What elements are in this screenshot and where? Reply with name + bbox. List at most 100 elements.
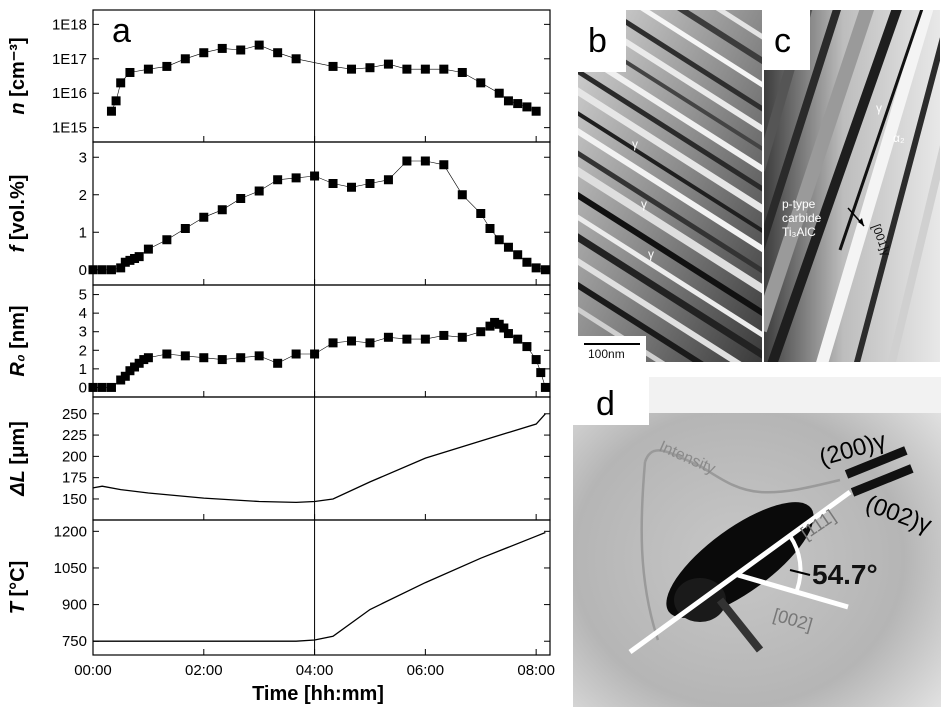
data-point (217, 43, 227, 53)
panel-c-letter: c (774, 22, 791, 60)
y-axis-label-3: ΔL [μm] (7, 421, 29, 497)
data-point (139, 355, 149, 365)
data-point (310, 349, 320, 359)
data-point (503, 242, 513, 252)
data-point (540, 382, 550, 392)
data-point (402, 156, 412, 166)
data-point (97, 265, 107, 275)
panel-b-gamma-3: γ (648, 247, 654, 261)
panel-d-letter: d (596, 385, 615, 423)
y-tick-label: 200 (62, 448, 87, 465)
data-point (134, 252, 144, 262)
data-point (291, 54, 301, 64)
data-point (180, 224, 190, 233)
data-point (106, 265, 116, 275)
data-point (365, 63, 375, 73)
subplot-frame-0 (92, 9, 551, 143)
panel-c-gamma: γ (876, 101, 882, 115)
data-point (310, 171, 320, 181)
panel-b-stripes (578, 10, 762, 362)
data-point (106, 382, 116, 392)
data-point (499, 323, 509, 333)
panel-c-stripes (764, 10, 940, 362)
panel-b-letter: b (588, 22, 607, 60)
x-axis-label: Time [hh:mm] (252, 683, 384, 705)
data-point (365, 179, 375, 188)
data-point (485, 224, 495, 233)
y-tick-label: 900 (62, 597, 87, 614)
data-point (531, 263, 541, 273)
data-point (420, 156, 430, 166)
data-point (130, 362, 140, 372)
panel-c-carbide-2: carbide (782, 211, 822, 225)
data-point (494, 88, 504, 98)
data-point (291, 173, 301, 183)
data-point (347, 336, 357, 346)
data-point (162, 235, 172, 245)
panel-d-image: d Intensity (200)γ (002)γ [111] [002] 54… (573, 377, 941, 707)
data-point (273, 358, 283, 368)
data-point (420, 334, 430, 344)
data-point (143, 353, 153, 363)
y-axis-label-4: T [°C] (7, 561, 29, 615)
data-point (540, 265, 550, 275)
data-point (457, 190, 467, 200)
data-point (120, 371, 130, 381)
y-tick-label: 175 (62, 470, 87, 487)
data-point (254, 186, 264, 196)
scale-bar-label: 100nm (588, 347, 625, 361)
series-line (92, 413, 546, 504)
data-point (291, 349, 301, 359)
data-point (420, 64, 430, 74)
subplot-frame-4 (92, 519, 551, 656)
data-point (162, 349, 172, 359)
data-point (531, 355, 541, 365)
data-point (217, 205, 227, 215)
data-point (180, 351, 190, 361)
panel-b-gamma-1: γ (632, 137, 638, 151)
x-tick-label: 00:00 (74, 662, 112, 679)
angle-label: 54.7° (812, 559, 878, 590)
y-tick-label: 3 (79, 149, 87, 166)
data-point (383, 332, 393, 342)
data-point (162, 61, 172, 71)
data-point (536, 368, 546, 378)
y-tick-label: 1E17 (52, 51, 87, 68)
y-tick-label: 0 (79, 262, 87, 279)
data-point (134, 358, 144, 368)
data-point (347, 64, 357, 74)
panel-b-micrograph: b γ γ γ 100nm (578, 10, 762, 362)
y-tick-label: 1200 (54, 523, 87, 540)
y-tick-label: 250 (62, 406, 87, 423)
data-point (97, 382, 107, 392)
data-point (402, 64, 412, 74)
y-axis-label-1: f [vol.%] (7, 175, 29, 253)
data-point (503, 329, 513, 339)
panel-c-micrograph: c γ α₂ p-type carbide Ti₃AlC [001]γ (764, 10, 940, 362)
data-point (199, 212, 209, 222)
data-point (439, 64, 449, 74)
x-tick-label: 02:00 (185, 662, 223, 679)
y-tick-label: 1 (79, 361, 87, 378)
data-point (476, 209, 486, 218)
data-point (383, 175, 393, 185)
data-point (236, 353, 246, 363)
data-point (88, 382, 98, 392)
data-point (125, 255, 135, 265)
y-tick-label: 750 (62, 633, 87, 650)
y-tick-label: 2 (79, 187, 87, 204)
data-point (273, 175, 283, 185)
y-axis-label-0: n [cm⁻³] (7, 37, 29, 114)
data-point (522, 102, 532, 112)
y-tick-label: 0 (79, 379, 87, 396)
data-point (476, 327, 486, 337)
data-point (457, 332, 467, 342)
data-point (111, 96, 121, 106)
y-tick-label: 3 (79, 324, 87, 341)
intensity-profile (643, 449, 841, 494)
data-point (273, 48, 283, 58)
panel-c-alpha2: α₂ (893, 131, 905, 145)
direction-line-111 (628, 489, 852, 655)
